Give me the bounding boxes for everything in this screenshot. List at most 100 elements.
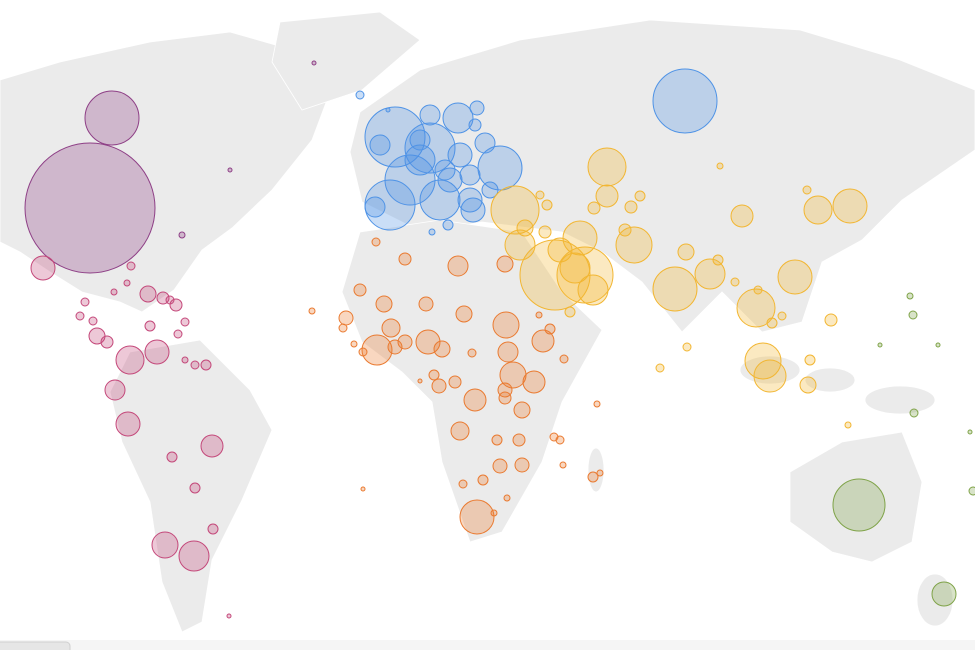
bubble[interactable] <box>398 252 412 266</box>
bubble[interactable] <box>442 102 474 134</box>
bubble[interactable] <box>832 478 886 532</box>
bubble[interactable] <box>753 285 763 295</box>
bubble[interactable] <box>544 323 556 335</box>
bubble[interactable] <box>655 363 665 373</box>
bubble[interactable] <box>358 347 368 357</box>
bubble[interactable] <box>577 274 609 306</box>
bubble[interactable] <box>361 334 393 366</box>
bubble[interactable] <box>434 159 456 181</box>
bubble[interactable] <box>967 429 973 435</box>
bubble[interactable] <box>24 142 156 274</box>
bubble[interactable] <box>311 60 317 66</box>
bubble[interactable] <box>906 292 914 300</box>
bubble[interactable] <box>126 261 136 271</box>
bubble[interactable] <box>200 434 224 458</box>
bubble[interactable] <box>450 421 470 441</box>
bubble[interactable] <box>468 118 482 132</box>
bubble[interactable] <box>712 254 724 266</box>
bubble[interactable] <box>512 433 526 447</box>
bubble[interactable] <box>804 354 816 366</box>
bubble[interactable] <box>587 471 599 483</box>
bubble[interactable] <box>474 132 496 154</box>
bubble[interactable] <box>559 354 569 364</box>
bubble[interactable] <box>652 68 718 134</box>
bubble[interactable] <box>931 581 957 607</box>
bubble[interactable] <box>200 359 212 371</box>
bubble[interactable] <box>353 283 367 297</box>
bubble[interactable] <box>677 243 695 261</box>
bubble[interactable] <box>417 378 423 384</box>
bubble[interactable] <box>496 255 514 273</box>
bubble[interactable] <box>428 369 440 381</box>
bubble[interactable] <box>497 341 519 363</box>
bubble[interactable] <box>730 277 740 287</box>
bubble[interactable] <box>559 461 567 469</box>
bubble[interactable] <box>564 306 576 318</box>
bubble[interactable] <box>144 320 156 332</box>
bubble[interactable] <box>744 342 782 380</box>
bubble[interactable] <box>385 107 391 113</box>
bubble[interactable] <box>541 199 553 211</box>
bubble[interactable] <box>338 323 348 333</box>
bubble[interactable] <box>824 313 838 327</box>
bubble[interactable] <box>419 179 461 221</box>
bubble[interactable] <box>447 142 473 168</box>
bubble[interactable] <box>799 376 817 394</box>
bubble[interactable] <box>504 229 536 261</box>
bubble[interactable] <box>360 486 366 492</box>
bubble[interactable] <box>490 185 540 235</box>
bubble[interactable] <box>375 295 393 313</box>
bubble[interactable] <box>419 104 441 126</box>
bubble[interactable] <box>75 311 85 321</box>
bubble[interactable] <box>455 305 473 323</box>
bubble[interactable] <box>492 458 508 474</box>
bubble[interactable] <box>513 401 531 419</box>
bubble[interactable] <box>190 360 200 370</box>
bubble[interactable] <box>777 259 813 295</box>
bubble[interactable] <box>481 181 499 199</box>
bubble[interactable] <box>766 317 778 329</box>
bubble[interactable] <box>178 231 186 239</box>
bubble[interactable] <box>753 359 787 393</box>
bubble[interactable] <box>173 329 183 339</box>
bubble[interactable] <box>371 237 381 247</box>
bubble[interactable] <box>469 100 485 116</box>
bubble[interactable] <box>227 167 233 173</box>
bubble[interactable] <box>624 200 638 214</box>
bubble[interactable] <box>844 421 852 429</box>
bubble[interactable] <box>104 379 126 401</box>
bubble[interactable] <box>477 145 523 191</box>
bubble[interactable] <box>935 342 941 348</box>
bubble[interactable] <box>531 329 555 353</box>
bubble[interactable] <box>226 613 232 619</box>
bubble[interactable] <box>181 356 189 364</box>
bubble[interactable] <box>559 252 591 284</box>
bubble[interactable] <box>308 307 316 315</box>
bubble[interactable] <box>165 295 175 305</box>
bubble[interactable] <box>832 188 868 224</box>
bubble[interactable] <box>459 164 481 186</box>
bubble[interactable] <box>364 196 386 218</box>
bubble[interactable] <box>442 219 454 231</box>
bubble[interactable] <box>207 523 219 535</box>
bubble[interactable] <box>803 195 833 225</box>
bubble[interactable] <box>498 391 512 405</box>
bubble[interactable] <box>555 435 565 445</box>
bubble[interactable] <box>490 509 498 517</box>
bubble[interactable] <box>447 255 469 277</box>
bubble[interactable] <box>587 201 601 215</box>
bubble[interactable] <box>431 378 447 394</box>
bubble[interactable] <box>166 451 178 463</box>
bubble[interactable] <box>80 297 90 307</box>
bubble[interactable] <box>593 400 601 408</box>
bubble[interactable] <box>652 266 698 312</box>
bubble[interactable] <box>587 147 627 187</box>
bubble[interactable] <box>397 334 413 350</box>
bubble[interactable] <box>682 342 692 352</box>
bubble[interactable] <box>503 494 511 502</box>
bubble[interactable] <box>178 540 210 572</box>
bubble[interactable] <box>522 370 546 394</box>
bubble[interactable] <box>409 129 431 151</box>
bubble[interactable] <box>428 228 436 236</box>
bubble[interactable] <box>634 190 646 202</box>
